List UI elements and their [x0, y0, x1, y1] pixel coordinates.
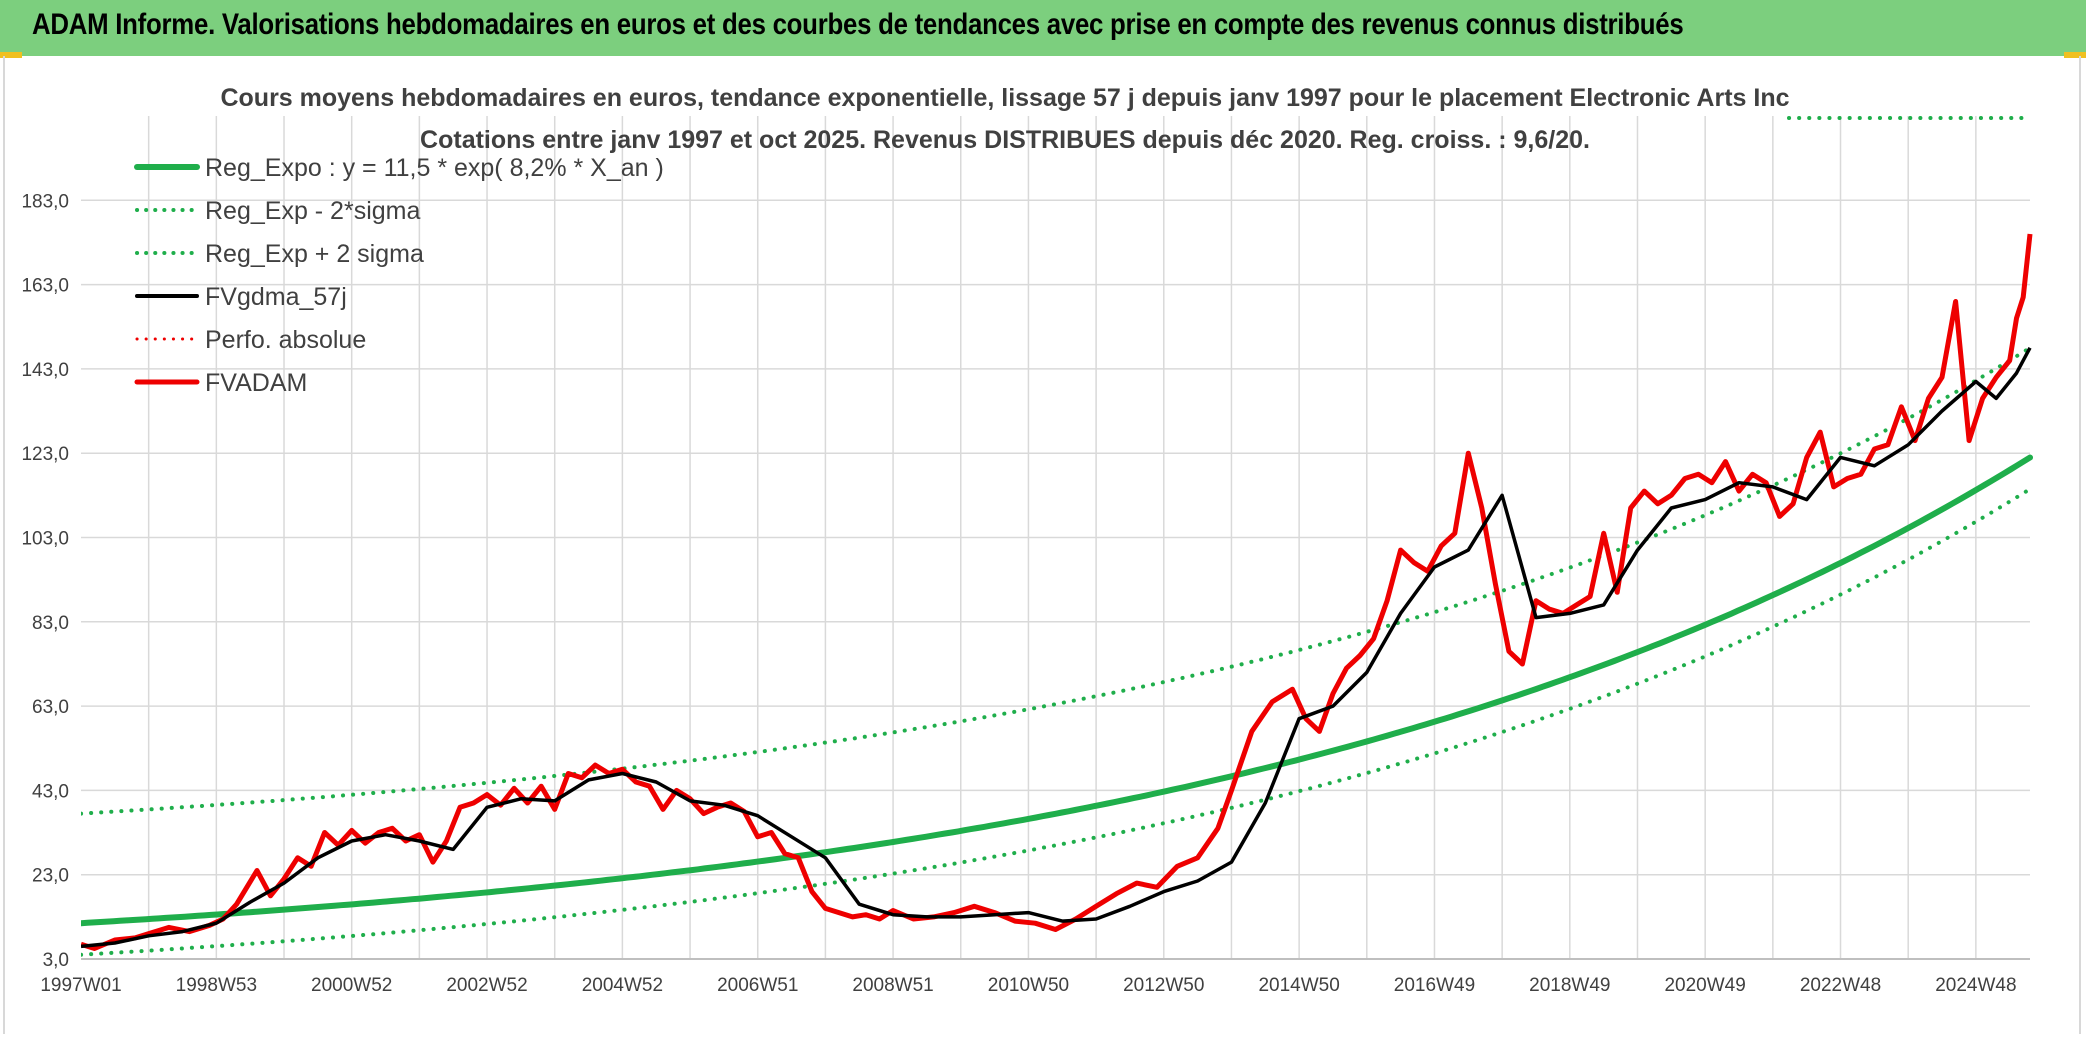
x-tick-label: 1998W53	[176, 975, 257, 996]
chart-frame: 3,0 23,0 43,0 63,0 83,0 103,0 123,0 143,0 163,0 1…	[3, 56, 2081, 1034]
x-tick-label: 2002W52	[446, 975, 527, 996]
series-fvgdma-line	[81, 346, 2032, 949]
legend: Reg_Expo : y = 11,5 * exp( 8,2% * X_an )…	[134, 116, 2032, 397]
y-tick-label: 83,0	[32, 613, 69, 634]
y-tick-label: 163,0	[21, 276, 69, 297]
legend-label: FVADAM	[205, 369, 307, 397]
trend-curve	[81, 345, 2032, 816]
legend-label: Reg_Exp - 2*sigma	[205, 197, 420, 225]
chart-canvas: 3,0 23,0 43,0 63,0 83,0 103,0 123,0 143,0 163,0 1…	[21, 84, 2033, 996]
x-tick-label: 2022W48	[1800, 975, 1881, 996]
x-tick-label: 2000W52	[311, 975, 392, 996]
legend-label: FVgdma_57j	[205, 283, 347, 311]
x-tick-label: 2018W49	[1529, 975, 1610, 996]
x-tick-label: 1997W01	[40, 975, 121, 996]
trend-curve	[81, 487, 2032, 957]
legend-label: Reg_Exp + 2 sigma	[205, 240, 424, 268]
y-tick-label: 143,0	[21, 360, 69, 381]
x-tick-label: 2020W49	[1664, 975, 1745, 996]
x-tick-label: 2010W50	[988, 975, 1069, 996]
y-tick-label: 43,0	[32, 781, 69, 802]
x-tick-label: 2006W51	[717, 975, 798, 996]
y-tick-label: 183,0	[21, 191, 69, 212]
x-tick-label: 2004W52	[582, 975, 663, 996]
y-tick-label: 103,0	[21, 529, 69, 550]
series-layer	[81, 233, 2033, 957]
y-tick-label: 63,0	[32, 697, 69, 718]
corner-accent-left	[0, 52, 22, 58]
y-tick-label: 3,0	[43, 950, 69, 971]
x-tick-label: 2024W48	[1935, 975, 2016, 996]
axis-layer: 3,0 23,0 43,0 63,0 83,0 103,0 123,0 143,0 163,0 1…	[21, 191, 2030, 996]
series-fvadam-line	[81, 233, 2033, 951]
report-title: ADAM Informe. Valorisations hebdomadaire…	[32, 8, 1684, 41]
trend-curve	[81, 454, 2033, 927]
x-tick-label: 2016W49	[1394, 975, 1475, 996]
legend-label: Reg_Expo : y = 11,5 * exp( 8,2% * X_an )	[205, 154, 664, 182]
x-tick-label: 2014W50	[1258, 975, 1339, 996]
y-tick-label: 123,0	[21, 444, 69, 465]
x-tick-label: 2012W50	[1123, 975, 1204, 996]
y-tick-label: 23,0	[32, 866, 69, 887]
report-banner: ADAM Informe. Valorisations hebdomadaire…	[0, 0, 2086, 56]
chart-title: Cours moyens hebdomadaires en euros, ten…	[220, 84, 1789, 112]
corner-accent-right	[2064, 52, 2086, 58]
x-tick-label: 2008W51	[852, 975, 933, 996]
legend-label: Perfo. absolue	[205, 326, 366, 354]
chart-subtitle: Cotations entre janv 1997 et oct 2025. R…	[420, 126, 1590, 154]
